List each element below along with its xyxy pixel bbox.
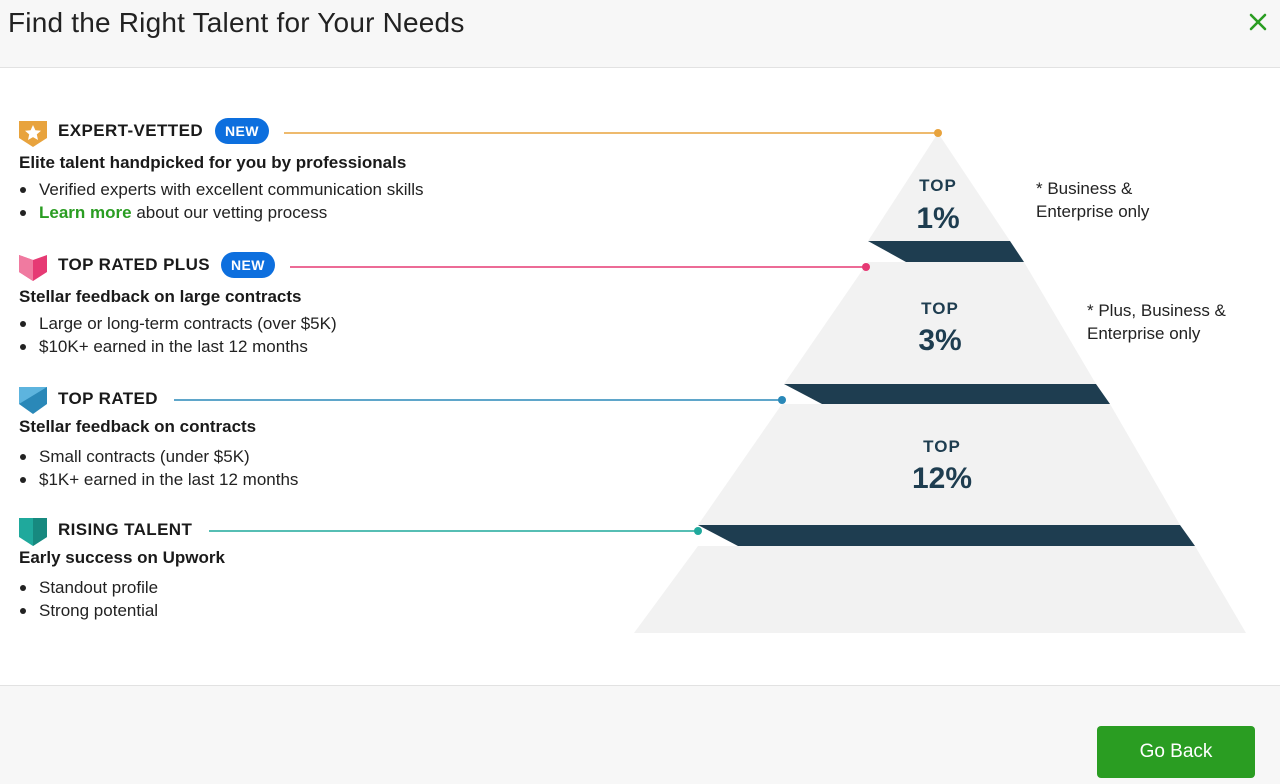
bullet-item: $10K+ earned in the last 12 months xyxy=(19,335,337,358)
modal-footer: Go Back xyxy=(0,685,1280,784)
modal-title: Find the Right Talent for Your Needs xyxy=(8,7,465,38)
tier-bullets: Large or long-term contracts (over $5K) … xyxy=(19,312,337,358)
note-top-rated-plus-line2: Enterprise only xyxy=(1087,324,1201,343)
tier-name: TOP RATED PLUS xyxy=(58,255,211,274)
tier-expert-vetted: EXPERT-VETTED NEW Elite talent handpicke… xyxy=(0,118,640,233)
bullet-item: Large or long-term contracts (over $5K) xyxy=(19,312,337,335)
bullet-item: Learn more about our vetting process xyxy=(19,201,424,224)
close-icon xyxy=(1249,13,1267,31)
modal-header: Find the Right Talent for Your Needs xyxy=(0,0,1280,68)
new-badge: NEW xyxy=(221,252,275,278)
blue-shield-icon xyxy=(18,386,48,416)
tier-subtitle: Stellar feedback on contracts xyxy=(19,417,257,436)
learn-more-link[interactable]: Learn more xyxy=(39,203,132,222)
tier-top-rated-plus: TOP RATED PLUS NEW Stellar feedback on l… xyxy=(0,252,640,367)
close-button[interactable] xyxy=(1244,8,1272,36)
tier-top-rated: TOP RATED Stellar feedback on contracts … xyxy=(0,386,640,501)
star-shield-icon xyxy=(18,118,48,148)
tier-rising-talent: RISING TALENT Early success on Upwork St… xyxy=(0,517,640,632)
bullet-item-text: about our vetting process xyxy=(131,203,328,222)
tier-subtitle: Stellar feedback on large contracts xyxy=(19,287,302,306)
bullet-item: Standout profile xyxy=(19,576,158,599)
note-top-rated-plus: * Plus, Business & Enterprise only xyxy=(1087,299,1226,345)
tier-bullets: Small contracts (under $5K) $1K+ earned … xyxy=(19,445,298,491)
note-top-rated-plus-line1: * Plus, Business & xyxy=(1087,301,1226,320)
tier-subtitle: Early success on Upwork xyxy=(19,548,225,567)
bullet-item: Small contracts (under $5K) xyxy=(19,445,298,468)
teal-shield-icon xyxy=(18,517,48,547)
tier-subtitle: Elite talent handpicked for you by profe… xyxy=(19,153,407,172)
pink-shield-icon xyxy=(18,252,48,282)
tier-bullets: Verified experts with excellent communic… xyxy=(19,178,424,224)
note-expert-vetted-line1: * Business & xyxy=(1036,179,1133,198)
note-expert-vetted: * Business & Enterprise only xyxy=(1036,177,1149,223)
tier-bullets: Standout profile Strong potential xyxy=(19,576,158,622)
go-back-button[interactable]: Go Back xyxy=(1097,726,1255,778)
bullet-item: Strong potential xyxy=(19,599,158,622)
bullet-item: Verified experts with excellent communic… xyxy=(19,178,424,201)
tier-name: RISING TALENT xyxy=(58,520,193,539)
tier-name: EXPERT-VETTED xyxy=(58,121,204,140)
bullet-item: $1K+ earned in the last 12 months xyxy=(19,468,298,491)
tier-name: TOP RATED xyxy=(58,389,158,408)
new-badge: NEW xyxy=(215,118,269,144)
note-expert-vetted-line2: Enterprise only xyxy=(1036,202,1150,221)
